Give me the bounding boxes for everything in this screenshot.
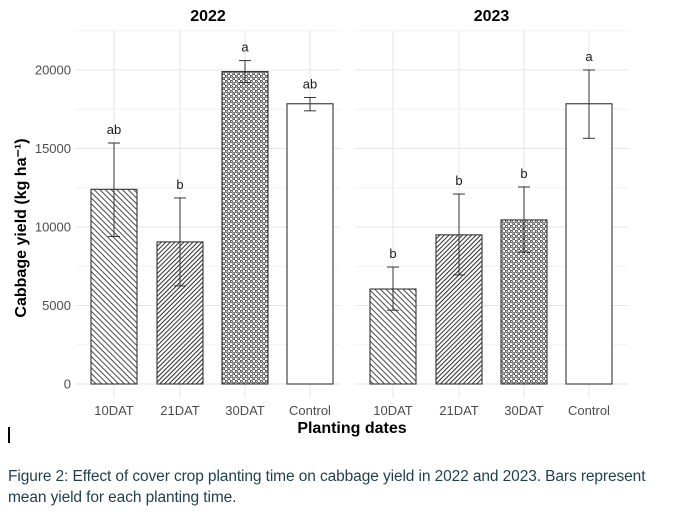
x-axis-label: Planting dates [297, 420, 406, 437]
x-tick-label: 10DAT [94, 403, 134, 418]
significance-letter: b [176, 177, 183, 192]
axes: 2022 10DAT 21DAT 30DAT Control 2023 10DAT 21DAT… [35, 8, 610, 418]
x-tick-label: 21DAT [439, 403, 479, 418]
x-tick-label: 10DAT [373, 403, 413, 418]
significance-letter: a [585, 49, 593, 64]
panel-title: 2023 [474, 8, 510, 25]
x-tick-label: Control [568, 403, 610, 418]
significance-letter: b [455, 173, 462, 188]
bar-2022-30DAT [221, 71, 269, 385]
bar-2023-Control [565, 103, 613, 385]
bars: ab b a ab b b b a [90, 40, 613, 385]
y-axis-label: Cabbage yield (kg ha⁻¹) [13, 138, 30, 317]
x-tick-label: 21DAT [160, 403, 200, 418]
y-tick-label: 0 [64, 377, 71, 392]
bar-chart: 2022 10DAT 21DAT 30DAT Control 2023 10DAT 21DAT… [13, 8, 628, 437]
significance-letter: a [241, 40, 249, 55]
y-tick-label: 20000 [35, 63, 71, 78]
text-cursor [8, 427, 10, 443]
x-tick-label: Control [289, 403, 331, 418]
panel-title: 2022 [190, 8, 226, 25]
x-tick-label: 30DAT [504, 403, 544, 418]
significance-letter: ab [107, 122, 121, 137]
x-tick-label: 30DAT [225, 403, 265, 418]
figure-caption: Figure 2: Effect of cover crop planting … [8, 468, 646, 506]
y-tick-label: 15000 [35, 141, 71, 156]
significance-letter: b [389, 246, 396, 261]
bar-2022-Control [286, 103, 334, 385]
significance-letter: b [520, 166, 527, 181]
significance-letter: ab [303, 76, 317, 91]
y-tick-label: 10000 [35, 220, 71, 235]
y-tick-label: 5000 [42, 298, 71, 313]
